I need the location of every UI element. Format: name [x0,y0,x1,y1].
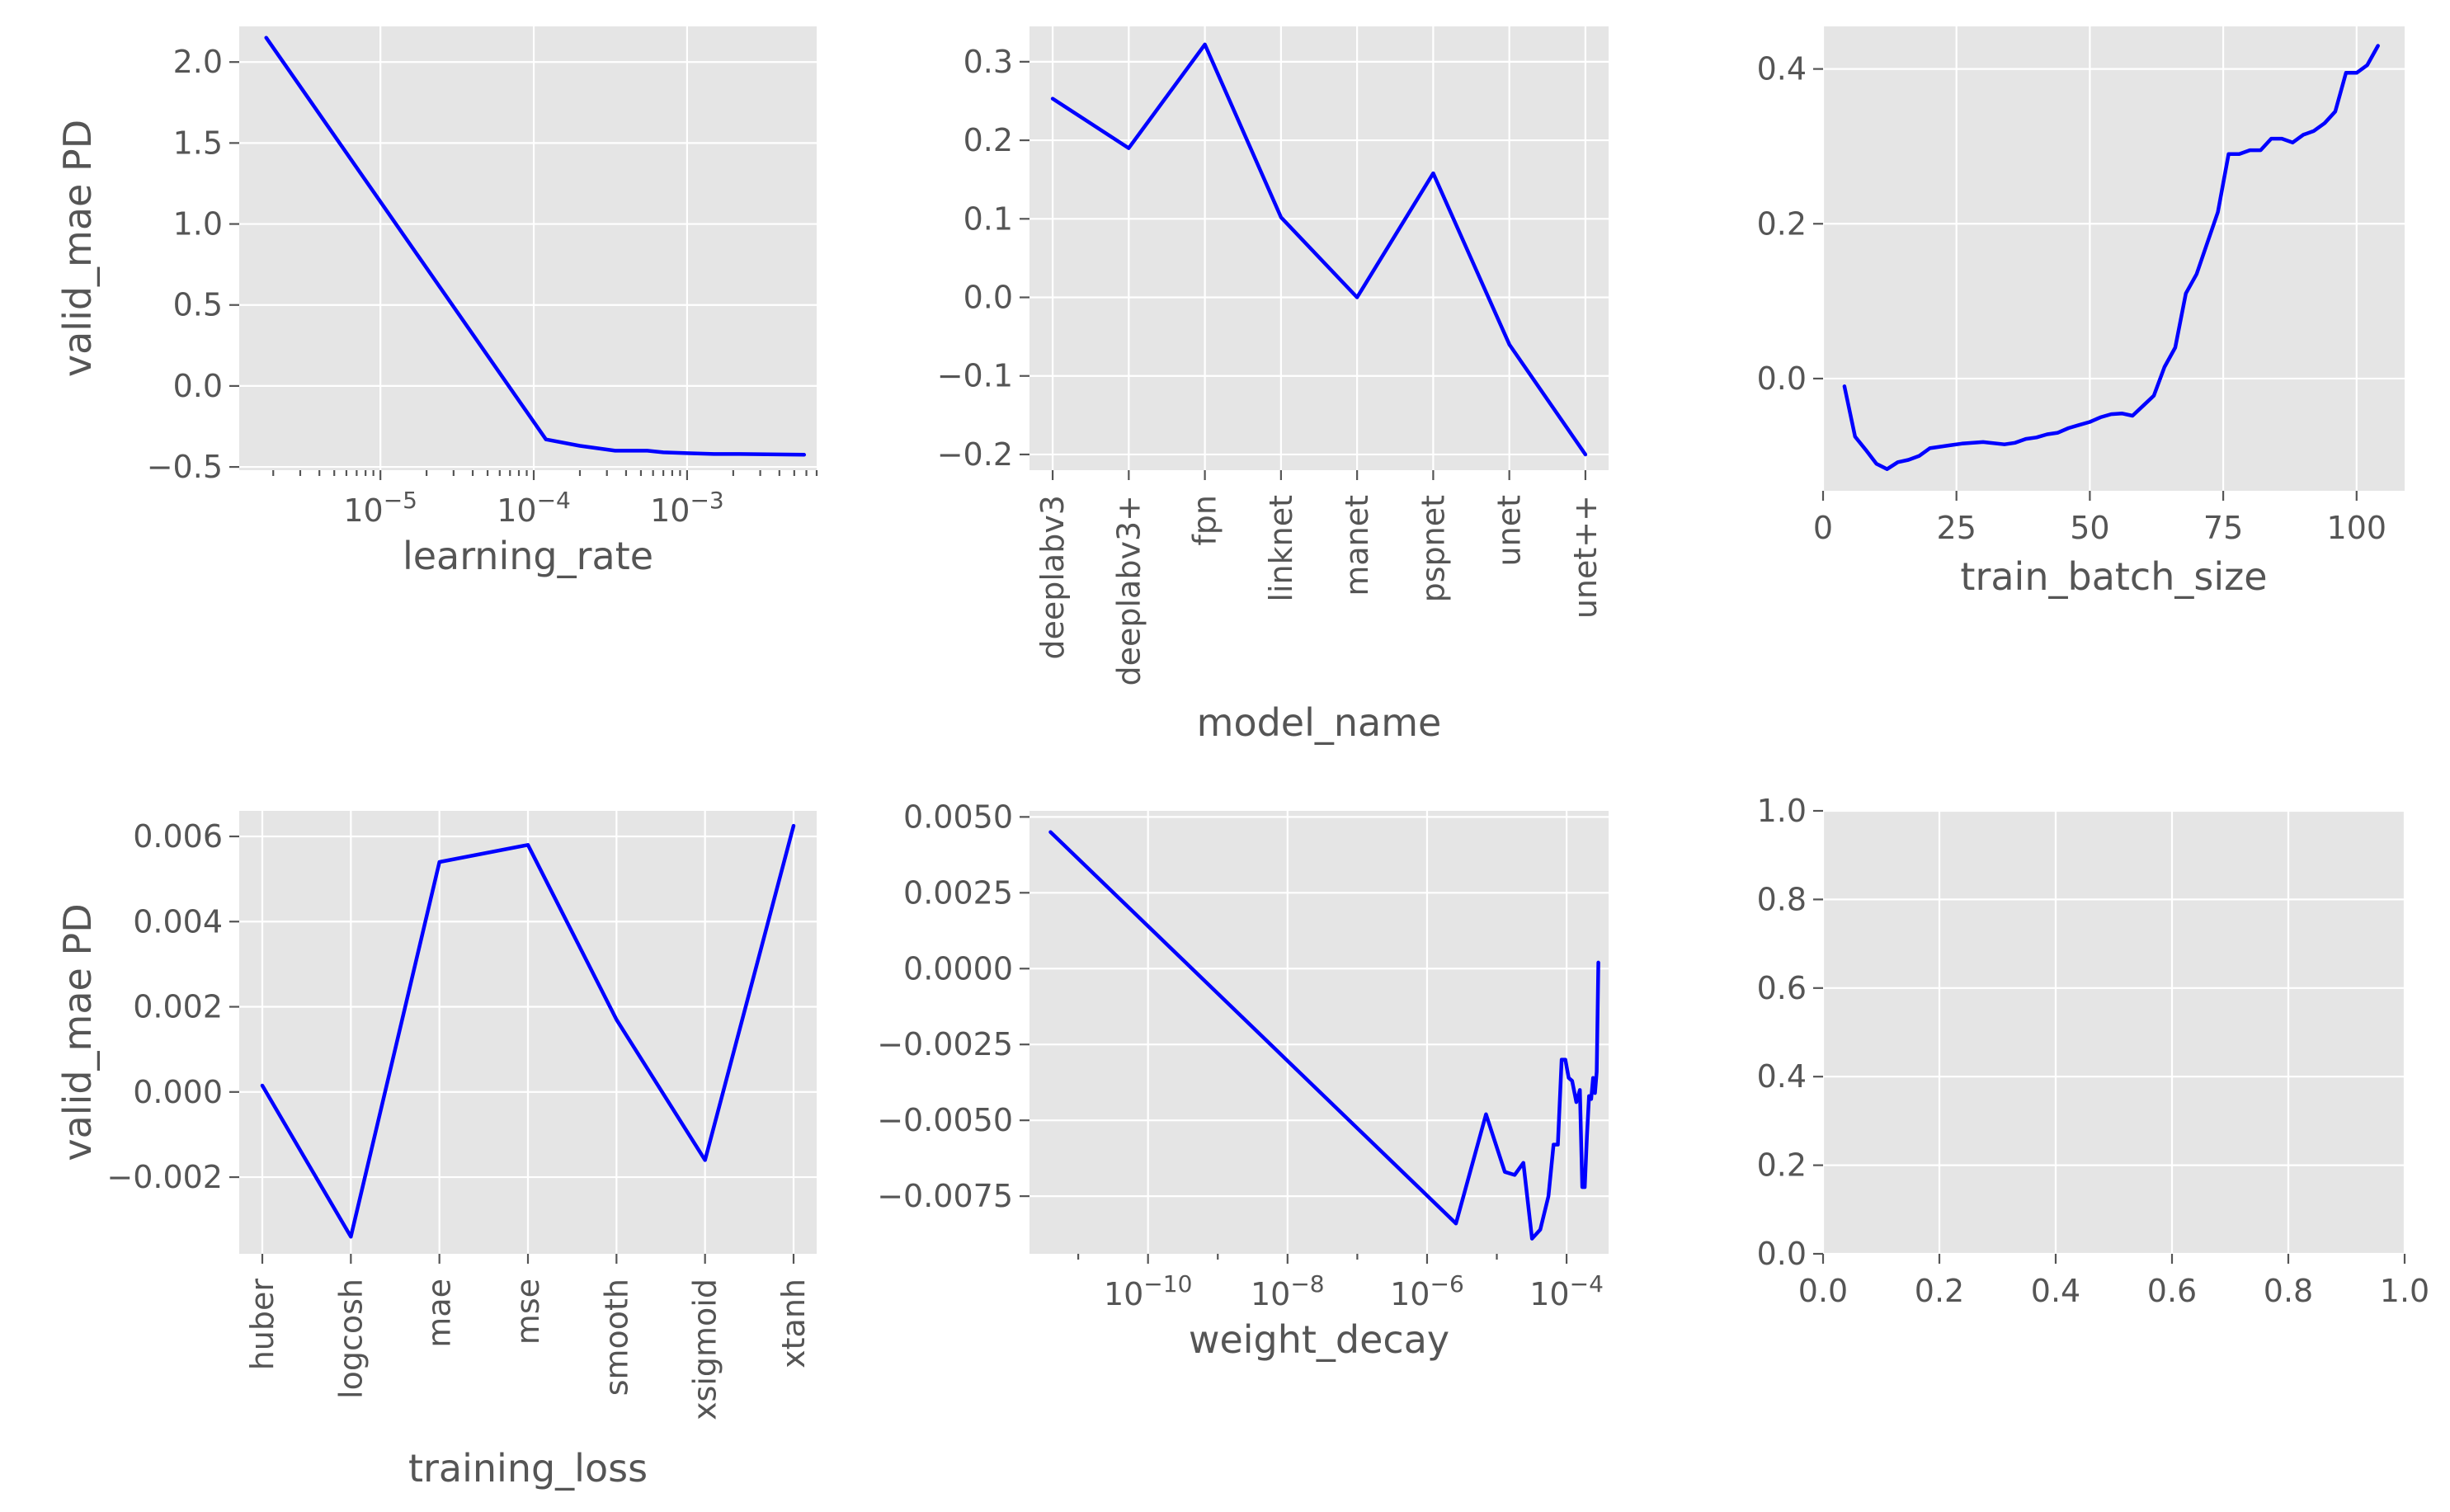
y-tick-label: −0.0075 [877,1178,1013,1214]
y-axis-label: valid_mae PD [55,903,100,1161]
x-tick-label: 0.8 [2264,1273,2313,1309]
x-tick-label: 10−8 [1251,1270,1325,1312]
y-tick-label: 0.0 [1757,360,1807,397]
subplot-weight-decay: 10−10 10−8 10−6 10−4 −0.0075 −0.0050 −0.0025 0.… [877,798,1609,1362]
y-tick-label: 0.004 [133,903,223,940]
y-tick-label: 1.5 [173,125,223,161]
subplot-train-batch-size: 0 25 50 75 100 0.0 0.2 0.4 train_batch_size [1757,26,2405,599]
y-tick-label: 0.8 [1757,881,1807,917]
x-tick-label: 10−3 [650,487,724,529]
series-line [260,823,796,1239]
y-tick-label: 0.2 [1757,1147,1807,1184]
y-tick-label: 0.4 [1757,51,1807,87]
subplot-empty: 0.0 0.2 0.4 0.6 0.8 1.0 0.0 0.2 0.4 0.6 0.8 1.0 [1757,793,2430,1309]
subplot-learning-rate: 10−5 10−4 10−3 −0.5 0.0 0.5 1.0 1.5 2.0 learning_… [55,26,818,578]
y-tick-label: 0.0 [964,280,1013,316]
series-line [1050,42,1588,457]
x-tick-label: 0.6 [2147,1273,2197,1309]
y-tick-label: 0.000 [133,1074,223,1110]
x-tick-label: xtanh [775,1279,812,1368]
y-tick-label: 0.002 [133,989,223,1025]
y-tick-label: 0.3 [964,44,1013,80]
y-tick-label: 1.0 [173,206,223,243]
y-tick-label: −0.0025 [877,1026,1013,1062]
y-tick-label: 0.0000 [903,950,1013,987]
x-tick-label: 10−6 [1390,1270,1464,1312]
x-tick-label: pspnet [1415,495,1451,602]
x-tick-label: logcosh [332,1279,369,1399]
x-tick-label: huber [244,1279,280,1371]
x-axis-label: training_loss [408,1446,648,1491]
series-line [264,35,807,457]
x-tick-label: mae [422,1279,458,1348]
x-tick-label: 0.0 [1798,1273,1848,1309]
y-tick-label: 0.6 [1757,970,1807,1006]
y-tick-label: 0.0 [173,368,223,404]
series-line [1842,44,2380,471]
x-tick-label: 10−5 [343,487,417,529]
x-tick-label: fpn [1187,495,1223,546]
plot-area [1029,26,1609,470]
y-tick-label: −0.5 [147,449,223,485]
subplot-training-loss: huber logcosh mae mse smooth xsigmoid xtanh −0.… [55,811,817,1491]
x-tick-label: 50 [2070,510,2109,546]
x-tick-label: 25 [1937,510,1976,546]
y-tick-label: −0.002 [106,1159,223,1195]
y-tick-label: −0.0050 [877,1102,1013,1138]
x-axis-label: learning_rate [403,534,653,578]
x-tick-label: smooth [598,1279,634,1396]
y-tick-label: 0.0050 [903,798,1013,835]
plot-area [239,26,817,470]
x-tick-label: manet [1339,495,1375,596]
x-tick-label: linknet [1263,495,1299,602]
y-tick-label: 0.006 [133,818,223,855]
x-tick-label: xsigmoid [687,1279,723,1420]
x-tick-label: 10−4 [1529,1270,1604,1312]
x-tick-label: deeplabv3+ [1110,495,1147,685]
x-axis-label: weight_decay [1189,1317,1449,1362]
x-tick-label: 0.4 [2031,1273,2080,1309]
plot-area [1029,811,1609,1254]
y-tick-label: 0.0 [1757,1236,1807,1272]
y-tick-label: 1.0 [1757,793,1807,829]
y-tick-label: 0.4 [1757,1058,1807,1095]
x-tick-label: 0.2 [1915,1273,1964,1309]
x-tick-label: unet [1491,495,1528,566]
x-tick-label: 10−10 [1104,1270,1192,1312]
y-tick-label: 0.5 [173,287,223,323]
x-tick-label: mse [510,1279,546,1345]
y-tick-label: −0.2 [937,436,1013,473]
y-tick-label: 0.2 [964,122,1013,158]
plot-area [1823,811,2405,1254]
x-tick-label: 75 [2203,510,2243,546]
y-tick-label: 2.0 [173,44,223,80]
series-line [1048,830,1600,1241]
x-axis-label: model_name [1197,700,1442,745]
x-tick-label: 100 [2327,510,2387,546]
y-tick-label: 0.2 [1757,205,1807,242]
x-tick-label: 10−4 [497,487,571,529]
x-axis-label: train_batch_size [1960,554,2267,599]
y-tick-label: 0.0025 [903,874,1013,911]
y-tick-label: −0.1 [937,358,1013,394]
x-tick-label: 1.0 [2380,1273,2429,1309]
subplot-model-name: deeplabv3 deeplabv3+ fpn linknet manet pspnet… [937,26,1609,745]
x-tick-label: 0 [1813,510,1833,546]
x-tick-label: deeplabv3 [1034,495,1071,660]
y-tick-label: 0.1 [964,200,1013,237]
plot-area [1823,26,2405,491]
x-tick-label: unet++ [1567,495,1604,619]
y-axis-label: valid_mae PD [55,120,100,377]
